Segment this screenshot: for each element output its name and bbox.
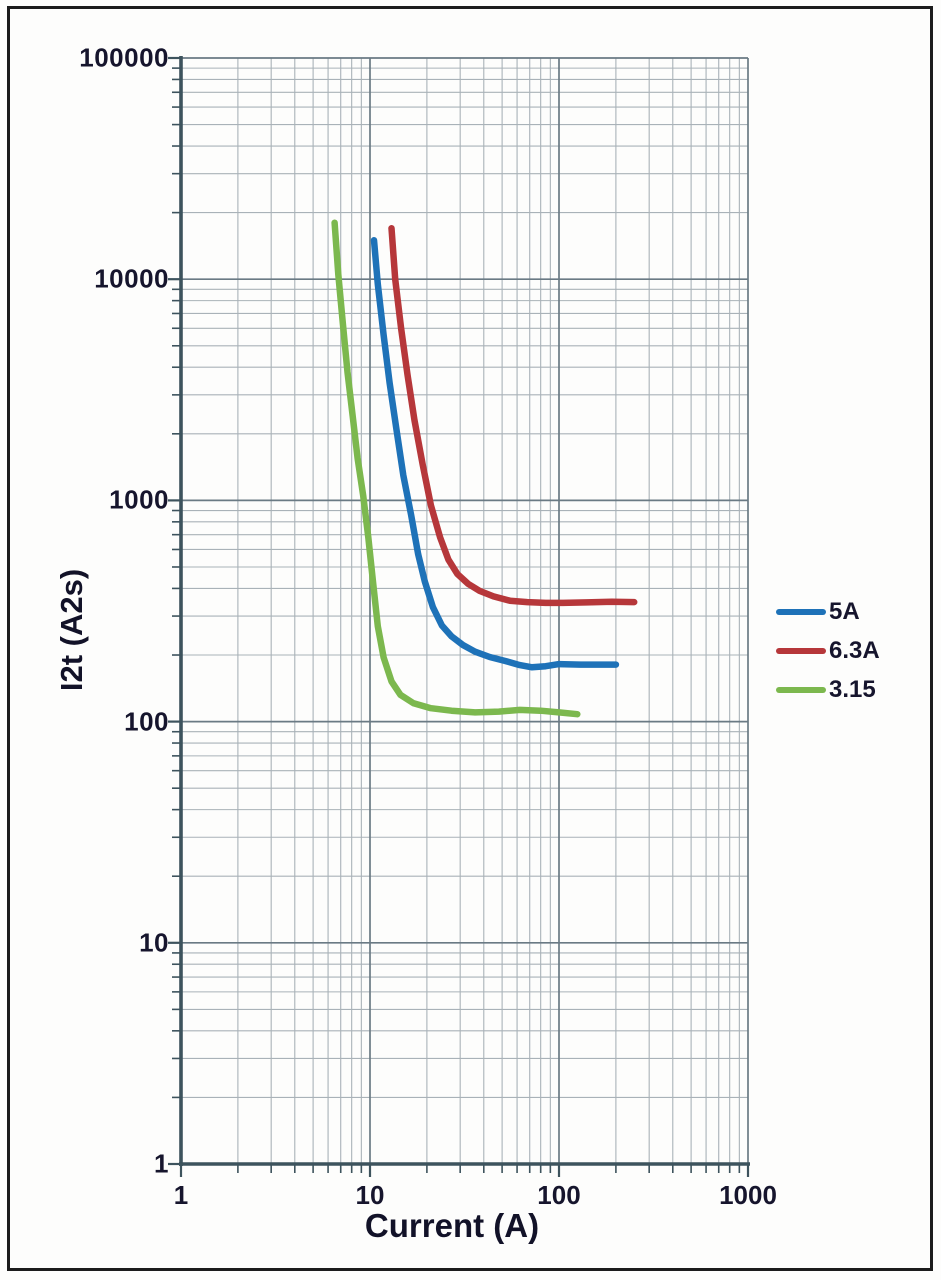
y-tick-label-10000: 10000 xyxy=(94,263,169,294)
legend-label: 6.3A xyxy=(829,637,880,664)
x-tick-label-1: 1 xyxy=(173,1180,189,1210)
x-tick-label-100: 100 xyxy=(537,1180,581,1210)
series-curve-315 xyxy=(331,219,581,718)
series-curve-63a xyxy=(388,224,638,607)
y-tick-label-100: 100 xyxy=(124,706,169,737)
legend-swatch-line xyxy=(776,648,826,654)
x-axis-title: Current (A) xyxy=(364,1207,540,1244)
legend-label: 5A xyxy=(829,598,860,625)
y-tick-label-1000: 1000 xyxy=(109,484,169,515)
legend-item-63a: 6.3A xyxy=(776,636,880,666)
legend-label: 3.15 xyxy=(829,676,876,703)
y-tick-label-10: 10 xyxy=(139,927,169,958)
legend-swatch-line xyxy=(776,687,826,693)
x-tick-label-10: 10 xyxy=(355,1180,385,1210)
legend-item-315: 3.15 xyxy=(776,675,876,705)
x-tick-label-1000: 1000 xyxy=(719,1180,777,1210)
y-axis-title: I2t (A2s) xyxy=(54,568,89,692)
legend-item-5a: 5A xyxy=(776,597,860,627)
y-tick-label-100000: 100000 xyxy=(79,42,169,73)
y-tick-label-1: 1 xyxy=(154,1148,169,1179)
series-curve-5a xyxy=(370,236,620,671)
legend-swatch-line xyxy=(776,609,826,615)
